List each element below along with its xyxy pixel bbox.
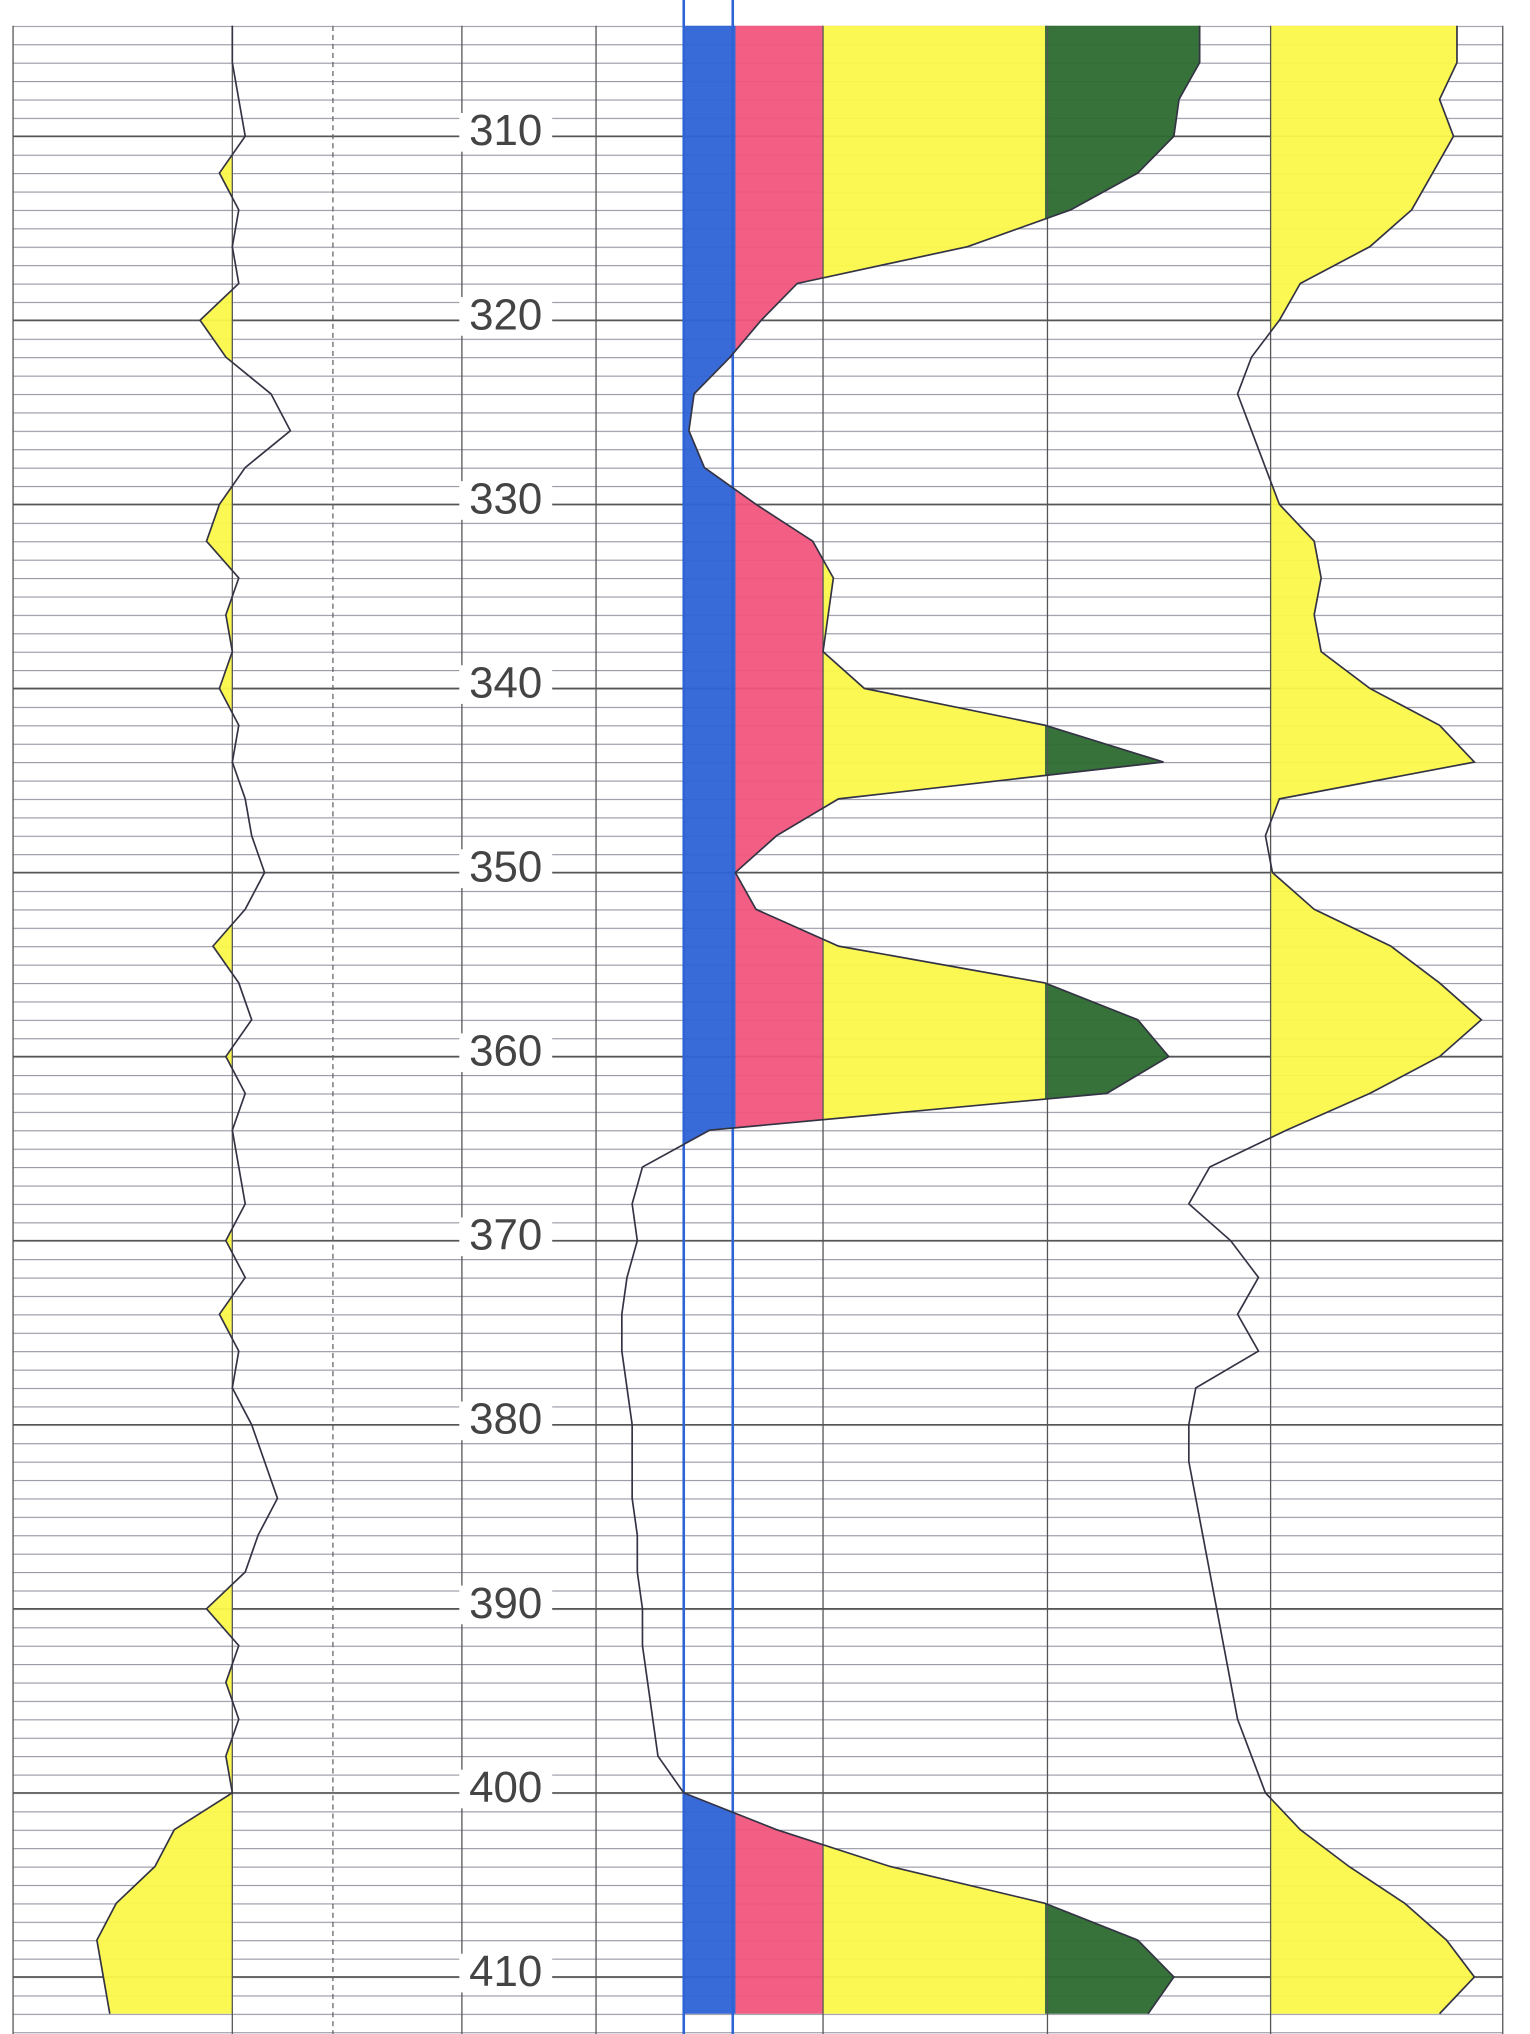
depth-label: 340	[469, 658, 542, 707]
depth-label: 390	[469, 1579, 542, 1628]
track-lines	[12, 0, 1504, 2034]
log-curve	[1187, 25, 1483, 2015]
curve-fill	[1270, 25, 1482, 2014]
curve-fill	[683, 25, 1200, 2014]
log-curve	[620, 25, 1201, 2015]
curve-fill	[96, 25, 233, 2014]
log-curve	[96, 25, 292, 2014]
depth-label: 400	[469, 1763, 542, 1812]
depth-label: 380	[469, 1395, 542, 1444]
depth-labels: 310 320 330 340 350 360 370 380 390 400 410	[459, 106, 553, 1996]
fills	[96, 25, 1482, 2014]
depth-label: 370	[469, 1211, 542, 1260]
depth-label: 320	[469, 290, 542, 339]
depth-label: 410	[469, 1947, 542, 1996]
depth-label: 350	[469, 843, 542, 892]
curves	[96, 25, 1483, 2015]
depth-label: 360	[469, 1027, 542, 1076]
depth-label: 330	[469, 474, 542, 523]
depth-label: 310	[469, 106, 542, 155]
